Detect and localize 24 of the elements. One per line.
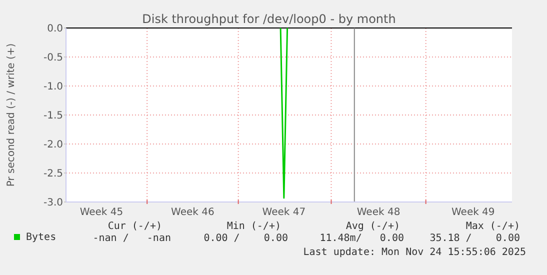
y-tick-label: -2.0	[43, 140, 63, 150]
text: Cur (-/+)	[108, 221, 162, 232]
text: Avg (-/+)	[346, 221, 400, 232]
x-tick-label: Week 48	[356, 207, 400, 218]
y-tick-label: 0.0	[47, 24, 63, 34]
y-axis-title: Pr second read (-) / write (+)	[6, 43, 17, 187]
x-tick-label: Week 49	[451, 207, 495, 218]
text: Max (-/+)	[466, 221, 520, 232]
text: Min (-/+)	[226, 221, 281, 232]
x-tick-label: Week 45	[80, 207, 124, 218]
x-tick-label: Week 46	[171, 207, 214, 218]
y-tick-label: -1.5	[43, 110, 63, 122]
legend-label: Bytes	[26, 232, 56, 243]
y-tick-label: -3.0	[43, 198, 63, 208]
text: Last update: Mon Nov 24 15:55:06 2025	[303, 247, 526, 258]
y-tick-label: -0.5	[43, 52, 63, 64]
text: 35.18 / 0.00	[430, 233, 520, 244]
y-tick-label: -2.5	[43, 168, 63, 180]
text: 0.00 / 0.00	[204, 233, 288, 244]
chart-title: Disk throughput for /dev/loop0 - by month	[142, 12, 396, 26]
x-tick-label: Week 47	[262, 207, 306, 218]
y-tick-label: -1.0	[43, 82, 63, 92]
text: 11.48m/ 0.00	[320, 233, 404, 244]
text: -nan / -nan	[92, 233, 171, 244]
